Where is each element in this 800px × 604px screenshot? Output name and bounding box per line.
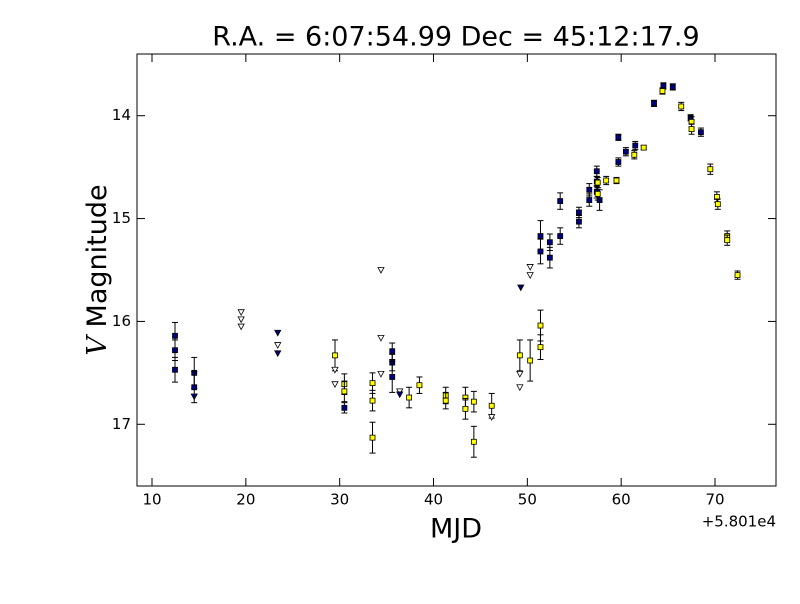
data-point bbox=[594, 179, 601, 186]
data-point bbox=[172, 332, 178, 339]
data-point bbox=[632, 142, 639, 149]
y-tick-label: 14 bbox=[112, 106, 131, 124]
data-point bbox=[615, 159, 622, 165]
y-tick-label: 16 bbox=[112, 312, 131, 330]
data-point bbox=[576, 218, 582, 225]
upper-limit bbox=[396, 391, 404, 399]
upper-limit bbox=[526, 264, 534, 271]
data-point bbox=[615, 134, 622, 141]
data-point bbox=[698, 129, 704, 136]
data-point bbox=[369, 397, 376, 404]
data-point bbox=[613, 177, 620, 184]
data-point bbox=[389, 348, 396, 355]
data-point bbox=[714, 201, 721, 208]
upper-limit bbox=[237, 316, 245, 324]
data-point bbox=[516, 352, 523, 359]
upper-limit bbox=[331, 366, 339, 374]
data-point bbox=[557, 233, 564, 239]
upper-limit bbox=[377, 334, 385, 342]
data-point bbox=[576, 209, 582, 216]
upper-limit bbox=[274, 329, 282, 337]
data-point bbox=[707, 166, 714, 173]
data-point bbox=[332, 352, 338, 359]
data-point bbox=[442, 397, 449, 404]
data-point bbox=[593, 168, 600, 175]
x-tick-label: 70 bbox=[705, 491, 724, 509]
upper-limit bbox=[488, 414, 496, 421]
y-tick-label: 17 bbox=[112, 415, 131, 433]
data-point bbox=[678, 103, 685, 110]
data-point bbox=[470, 398, 477, 405]
data-point bbox=[462, 405, 469, 412]
upper-limit bbox=[274, 342, 282, 349]
data-point bbox=[640, 144, 647, 151]
data-point bbox=[724, 237, 731, 244]
data-point bbox=[527, 357, 534, 364]
data-point bbox=[488, 402, 495, 409]
data-point bbox=[537, 322, 544, 329]
y-tick-label: 15 bbox=[112, 209, 131, 227]
axes-frame bbox=[136, 53, 777, 487]
upper-limit bbox=[377, 370, 385, 378]
data-point bbox=[586, 186, 593, 193]
upper-limit bbox=[237, 309, 245, 317]
upper-limit bbox=[516, 384, 524, 392]
upper-limit bbox=[331, 381, 339, 389]
y-axis-label: V Magnitude bbox=[82, 184, 113, 355]
data-point bbox=[546, 254, 553, 261]
data-point bbox=[537, 233, 544, 239]
x-tick-label: 60 bbox=[612, 491, 631, 509]
data-point bbox=[406, 394, 413, 401]
data-point bbox=[622, 148, 629, 155]
plot-area: 10 20 30 40 50 60 70 14 15 16 17 bbox=[112, 54, 776, 509]
data-point bbox=[416, 382, 423, 389]
x-tick-label: 40 bbox=[424, 491, 443, 509]
data-point bbox=[537, 344, 544, 351]
upper-limit bbox=[517, 284, 525, 292]
data-point bbox=[603, 177, 610, 184]
y-axis-label-var: V bbox=[82, 334, 113, 356]
data-point bbox=[659, 88, 666, 94]
data-point bbox=[470, 438, 477, 445]
x-offset-label: +5.801e4 bbox=[702, 513, 776, 531]
data-point bbox=[631, 151, 638, 158]
upper-limit bbox=[516, 370, 524, 378]
x-tick-label: 50 bbox=[518, 491, 537, 509]
x-tick-label: 30 bbox=[330, 491, 349, 509]
data-point bbox=[594, 190, 601, 197]
x-axis-label: MJD bbox=[430, 514, 482, 545]
data-point bbox=[191, 384, 198, 391]
data-point bbox=[651, 100, 657, 107]
data-point bbox=[341, 388, 348, 395]
data-point bbox=[369, 380, 376, 387]
data-point bbox=[369, 434, 376, 441]
data-point bbox=[537, 248, 544, 255]
data-point bbox=[341, 404, 348, 411]
x-tick-label: 10 bbox=[142, 491, 161, 509]
x-tick-label: 20 bbox=[236, 491, 255, 509]
data-point bbox=[546, 239, 553, 246]
upper-limit bbox=[237, 323, 245, 331]
upper-limit bbox=[377, 267, 385, 274]
data-point bbox=[172, 366, 178, 373]
data-point bbox=[669, 84, 676, 90]
data-point bbox=[557, 198, 564, 204]
chart-title: R.A. = 6:07:54.99 Dec = 45:12:17.9 bbox=[212, 22, 699, 53]
upper-limit bbox=[526, 272, 534, 279]
data-point bbox=[734, 272, 741, 279]
y-axis-label-text: Magnitude bbox=[82, 184, 113, 327]
data-point bbox=[586, 197, 593, 203]
data-point bbox=[172, 347, 178, 354]
upper-limit bbox=[190, 393, 198, 401]
data-point bbox=[389, 374, 396, 380]
upper-limit bbox=[274, 350, 282, 358]
data-point bbox=[688, 126, 695, 132]
